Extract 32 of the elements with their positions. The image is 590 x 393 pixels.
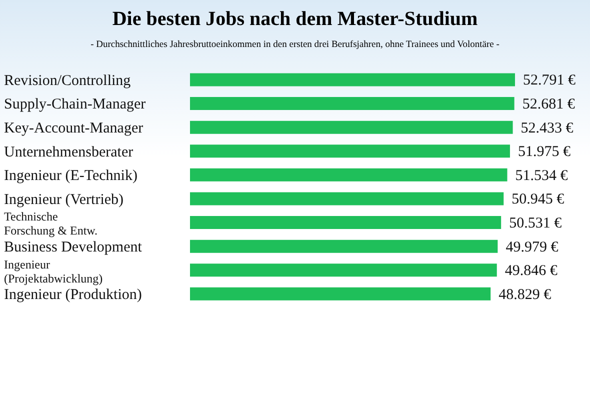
- y-tick-label: Revision/Controlling: [4, 72, 132, 89]
- y-tick-label: Supply-Chain-Manager: [4, 96, 146, 113]
- chart-title: Die besten Jobs nach dem Master-Studium: [111, 8, 479, 31]
- bar: [190, 97, 514, 110]
- data-label: 52.433 €: [520, 120, 574, 136]
- data-label: 52.681 €: [522, 96, 576, 113]
- bar: [190, 287, 491, 300]
- bar: [190, 216, 502, 230]
- data-label: 49.846 €: [504, 263, 558, 280]
- bar: [190, 120, 513, 134]
- y-tick-label: Business Development: [4, 240, 143, 256]
- data-label: 50.531 €: [509, 216, 562, 232]
- data-label: 51.534 €: [515, 168, 568, 184]
- data-label: 49.979 €: [506, 239, 559, 256]
- chart-subtitle: - Durchschnittliches Jahresbruttoeinkommen in den ersten drei Berufsjahren, ohne Trainees und Volontäre -: [90, 40, 500, 50]
- data-label: 51.975 €: [518, 144, 571, 160]
- data-label: 48.829 €: [498, 286, 552, 303]
- y-tick-label: Ingenieur (Vertrieb): [4, 192, 124, 208]
- y-tick-label: Technische Forschung & Entw.: [4, 210, 98, 238]
- y-tick-label: Ingenieur (Produktion): [4, 287, 142, 304]
- bar: [190, 144, 510, 158]
- data-label: 52.791 €: [523, 72, 576, 89]
- bar: [190, 264, 497, 277]
- bar: [190, 192, 504, 206]
- bar: [190, 168, 508, 182]
- bar: [190, 240, 498, 253]
- y-tick-label: Key-Account-Manager: [4, 120, 144, 136]
- bar: [190, 73, 515, 86]
- y-tick-label: Ingenieur (Projektabwicklung): [4, 257, 103, 286]
- y-tick-label: Unternehmensberater: [4, 144, 134, 160]
- data-label: 50.945 €: [512, 192, 565, 208]
- y-tick-label: Ingenieur (E-Technik): [4, 168, 138, 184]
